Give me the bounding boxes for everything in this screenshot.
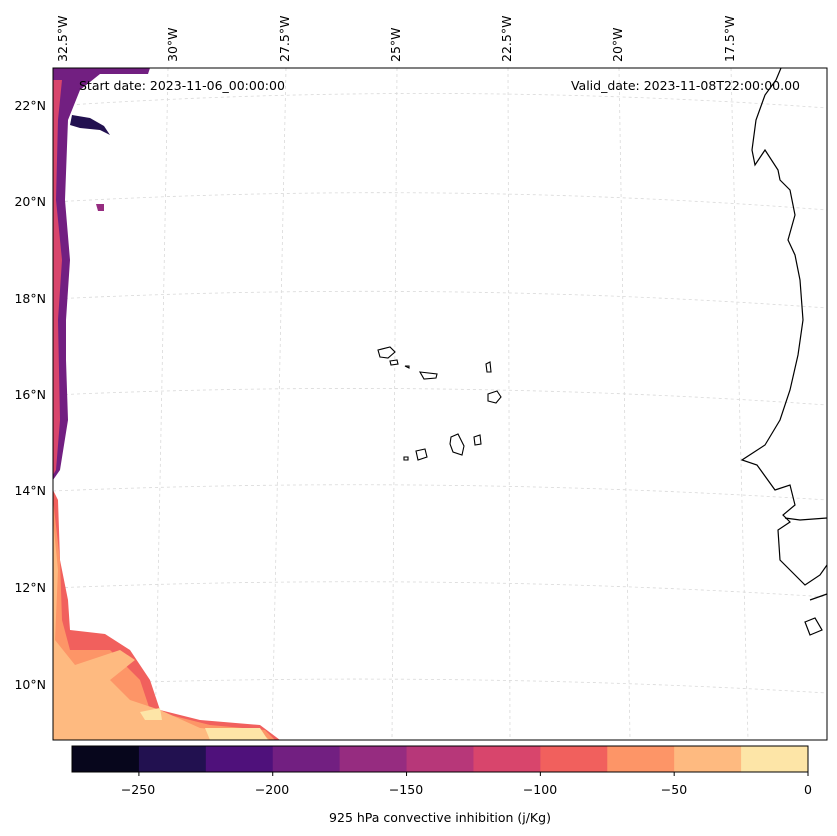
colorbar-bin — [138, 746, 207, 772]
colorbar-frame — [71, 745, 809, 773]
colorbar-label: 925 hPa convective inhibition (j/Kg) — [329, 810, 551, 825]
africa-coastline — [740, 67, 828, 586]
lat-label: 22°N — [14, 98, 46, 113]
colorbar-bin — [272, 746, 341, 772]
colorbar-bin — [607, 746, 675, 772]
colorbar-bin — [406, 746, 474, 772]
colorbar-tick-label: −50 — [660, 782, 688, 797]
colorbar-bin — [72, 746, 140, 772]
colorbar-tick-label: 0 — [804, 782, 812, 797]
lat-label: 20°N — [14, 194, 46, 209]
lat-label: 14°N — [14, 483, 46, 498]
colorbar-bin — [339, 746, 408, 772]
colorbar-tick-label: −200 — [254, 782, 290, 797]
cin-contours — [53, 68, 280, 740]
cape-verde-islands — [377, 346, 502, 461]
map-frame — [52, 67, 828, 741]
lat-label: 18°N — [14, 291, 46, 306]
africa-coast-south — [784, 517, 828, 636]
lat-label: 16°N — [14, 387, 46, 402]
colorbar-bin — [540, 746, 608, 772]
colorbar-bin — [205, 746, 274, 772]
colorbar-tick-label: −250 — [120, 782, 156, 797]
start-date-label: Start date: 2023-11-06_00:00:00 — [79, 78, 285, 93]
map-panel — [52, 67, 828, 741]
colorbar-tick-label: −100 — [522, 782, 558, 797]
colorbar-bin — [473, 746, 541, 772]
valid-date-label: Valid_date: 2023-11-08T22:00:00.00 — [570, 78, 800, 93]
map-gridlines — [52, 67, 828, 741]
lat-label: 12°N — [14, 580, 46, 595]
colorbar-bin — [674, 746, 742, 772]
lat-label: 10°N — [14, 677, 46, 692]
colorbar-bin — [741, 746, 809, 772]
colorbar-tick-label: −150 — [388, 782, 424, 797]
